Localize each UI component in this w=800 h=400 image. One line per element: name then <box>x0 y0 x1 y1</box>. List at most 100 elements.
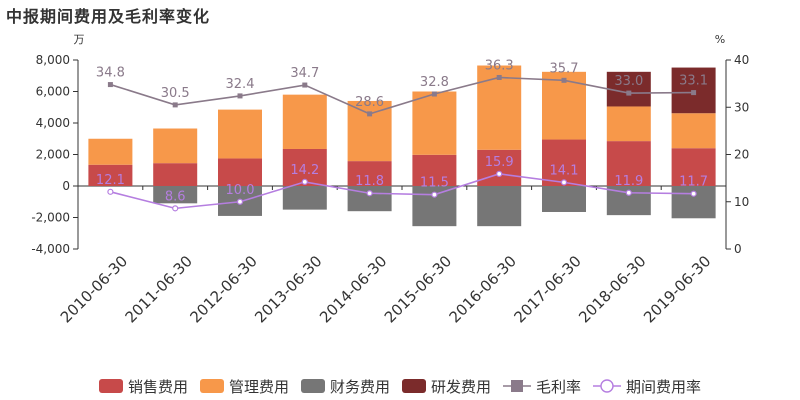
data-label-毛利率: 32.4 <box>226 77 255 92</box>
right-tick-label: 20 <box>734 148 749 162</box>
data-label-期间费用率: 10.0 <box>226 183 255 198</box>
point-毛利率 <box>107 82 113 88</box>
point-期间费用率 <box>301 178 308 186</box>
legend-label: 财务费用 <box>329 377 390 396</box>
legend: 销售费用 管理费用 财务费用 研发费用 毛利率 期间费用率 <box>0 374 800 398</box>
bar-管理费用 <box>671 113 716 149</box>
data-label-期间费用率: 14.2 <box>290 163 319 178</box>
point-毛利率 <box>496 74 502 80</box>
left-tick-label: 0 <box>62 179 70 193</box>
legend-item-期间费用率[interactable]: 期间费用率 <box>593 376 701 397</box>
lines-layer <box>107 74 697 212</box>
data-label-毛利率: 28.6 <box>355 95 384 110</box>
bar-销售费用 <box>347 161 392 186</box>
x-tick-label: 2010-06-30 <box>57 252 131 326</box>
data-label-期间费用率: 12.1 <box>96 173 125 188</box>
point-期间费用率 <box>431 191 438 198</box>
bar-销售费用 <box>412 154 457 186</box>
bar-财务费用 <box>282 186 327 210</box>
bar-销售费用 <box>153 163 198 186</box>
legend-label: 管理费用 <box>228 377 289 396</box>
bar-销售费用 <box>606 141 651 186</box>
right-tick-label: 10 <box>734 195 749 209</box>
square-marker-icon <box>503 380 532 392</box>
point-毛利率 <box>237 93 243 99</box>
circle-marker-icon <box>593 379 622 393</box>
x-tick-label: 2018-06-30 <box>575 252 649 326</box>
bar-管理费用 <box>606 106 651 142</box>
x-tick-label: 2015-06-30 <box>381 252 455 326</box>
series-line-毛利率 <box>110 76 694 115</box>
point-毛利率 <box>172 102 178 108</box>
bar-销售费用 <box>218 158 262 186</box>
bar-管理费用 <box>282 94 327 149</box>
data-label-期间费用率: 15.9 <box>485 155 514 170</box>
point-期间费用率 <box>496 170 503 177</box>
point-期间费用率 <box>690 190 697 197</box>
legend-swatch <box>98 379 123 393</box>
x-tick-label: 2019-06-30 <box>640 252 714 326</box>
right-axis-unit: % <box>715 33 725 46</box>
left-tick-label: 2,000 <box>36 148 70 162</box>
legend-item-毛利率[interactable]: 毛利率 <box>503 376 581 397</box>
x-tick-label: 2011-06-30 <box>122 252 196 326</box>
bar-管理费用 <box>412 91 457 155</box>
point-毛利率 <box>561 77 567 83</box>
legend-swatch <box>402 379 426 393</box>
point-毛利率 <box>626 90 632 96</box>
point-期间费用率 <box>625 189 632 196</box>
point-毛利率 <box>302 82 308 88</box>
legend-item-销售费用[interactable]: 销售费用 <box>98 376 188 397</box>
bar-财务费用 <box>153 186 198 204</box>
point-期间费用率 <box>560 179 568 186</box>
data-label-毛利率: 35.7 <box>550 61 579 76</box>
legend-label: 研发费用 <box>431 377 492 396</box>
data-label-期间费用率: 11.7 <box>679 175 708 190</box>
point-期间费用率 <box>366 190 373 197</box>
data-label-毛利率: 34.8 <box>96 66 125 81</box>
legend-item-管理费用[interactable]: 管理费用 <box>199 376 289 397</box>
x-tick-label: 2012-06-30 <box>186 252 260 326</box>
data-label-期间费用率: 11.8 <box>355 174 384 189</box>
left-tick-label: 6,000 <box>36 85 70 99</box>
chart-title: 中报期间费用及毛利率变化 <box>6 7 211 26</box>
bar-管理费用 <box>88 138 133 165</box>
left-axis-unit: 万 <box>74 33 85 46</box>
point-毛利率 <box>691 90 697 96</box>
point-毛利率 <box>367 111 373 117</box>
x-tick-label: 2013-06-30 <box>251 252 325 326</box>
bar-销售费用 <box>542 139 586 186</box>
legend-swatch <box>300 379 325 393</box>
left-tick-label: 4,000 <box>36 116 70 130</box>
point-毛利率 <box>431 91 437 97</box>
data-label-毛利率: 33.1 <box>679 74 708 89</box>
legend-item-研发费用[interactable]: 研发费用 <box>402 376 491 397</box>
bar-管理费用 <box>218 109 262 159</box>
x-tick-label: 2017-06-30 <box>510 252 584 326</box>
data-label-期间费用率: 11.5 <box>420 176 449 191</box>
bar-财务费用 <box>477 186 522 227</box>
right-tick-label: 30 <box>734 100 749 114</box>
data-label-毛利率: 30.5 <box>161 86 190 101</box>
legend-swatch <box>199 379 224 393</box>
left-tick-label: -4,000 <box>31 242 70 256</box>
bar-财务费用 <box>542 186 586 212</box>
bar-销售费用 <box>477 149 522 186</box>
data-label-毛利率: 36.3 <box>485 58 514 73</box>
data-label-毛利率: 33.0 <box>614 74 643 89</box>
bar-销售费用 <box>88 164 133 186</box>
point-期间费用率 <box>236 198 244 205</box>
data-label-期间费用率: 14.1 <box>550 163 579 178</box>
left-tick-label: 8,000 <box>36 53 70 67</box>
labels-layer: 34.8 30.5 32.4 34.7 28.6 32.8 36.3 35.7 33.0 33.1… <box>96 58 708 204</box>
x-tick-label: 2016-06-30 <box>446 252 520 326</box>
legend-item-财务费用[interactable]: 财务费用 <box>300 376 390 397</box>
legend-label: 期间费用率 <box>626 377 702 396</box>
right-tick-label: 40 <box>734 53 749 67</box>
right-tick-label: 0 <box>734 242 742 256</box>
left-tick-label: -2,000 <box>31 211 70 225</box>
bar-管理费用 <box>153 128 198 164</box>
data-label-毛利率: 34.7 <box>290 66 319 81</box>
point-期间费用率 <box>107 188 114 195</box>
